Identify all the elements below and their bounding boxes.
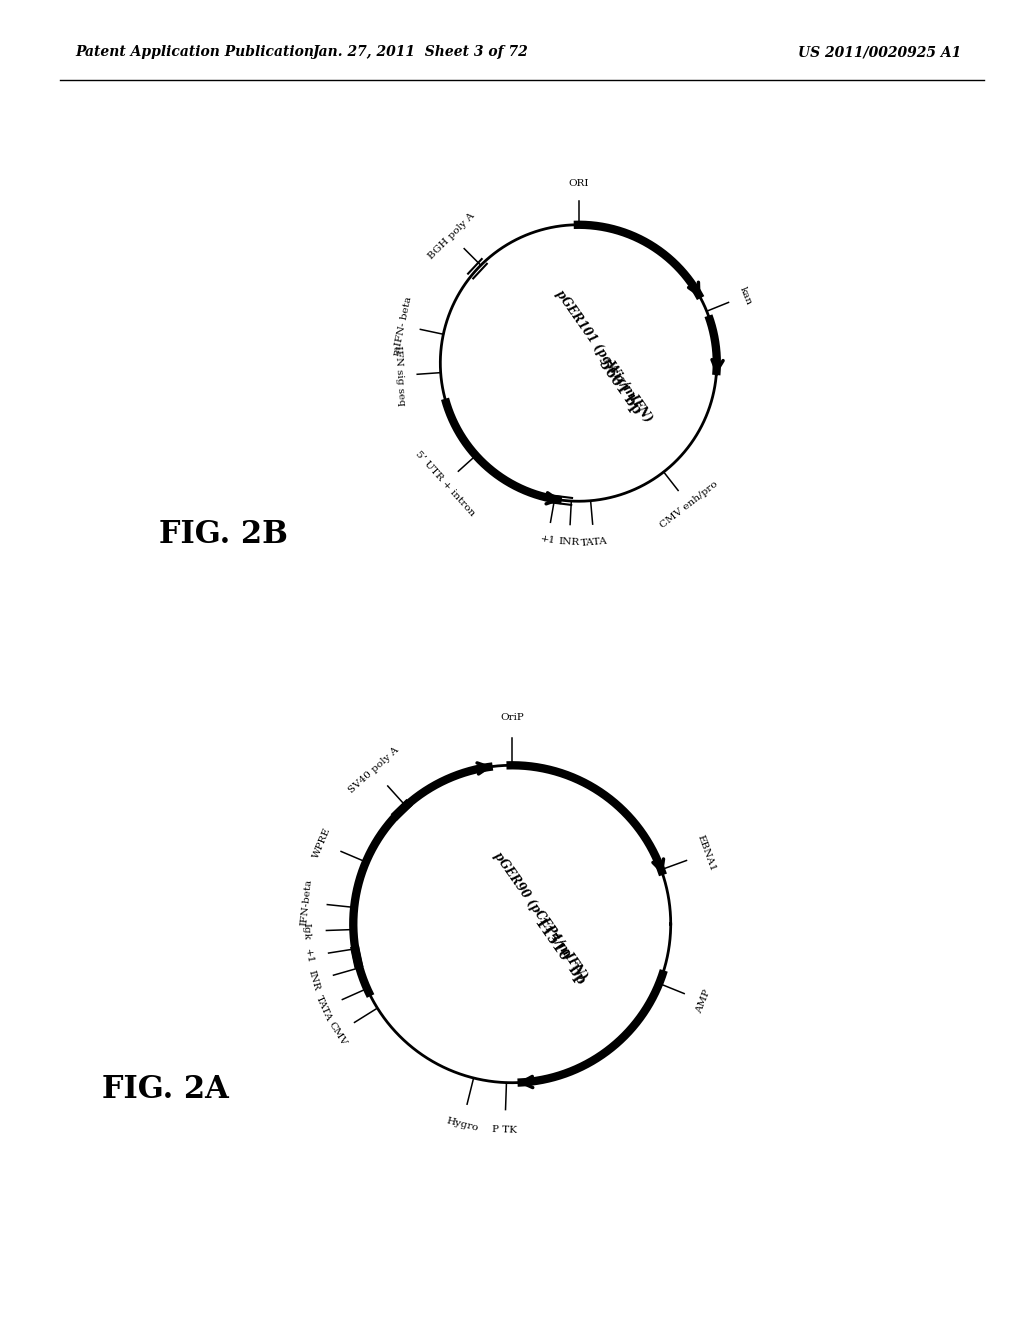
- Text: P TK: P TK: [493, 1125, 517, 1135]
- Text: FIG. 2B: FIG. 2B: [159, 519, 288, 550]
- Text: IFN-beta: IFN-beta: [300, 879, 313, 927]
- Text: Jan. 27, 2011  Sheet 3 of 72: Jan. 27, 2011 Sheet 3 of 72: [312, 45, 528, 59]
- Text: +1: +1: [539, 535, 556, 545]
- Text: FIG. 2A: FIG. 2A: [102, 1073, 229, 1105]
- Text: WPRE: WPRE: [311, 826, 333, 861]
- Text: 5’ UTR + intron: 5’ UTR + intron: [414, 449, 476, 517]
- Text: SV40 poly A: SV40 poly A: [347, 746, 400, 796]
- Text: TATA: TATA: [581, 536, 608, 548]
- Text: US 2011/0020925 A1: US 2011/0020925 A1: [799, 45, 962, 59]
- Text: pGER90 (pCEP4/mIFN): pGER90 (pCEP4/mIFN): [492, 850, 590, 982]
- Text: ORI: ORI: [568, 178, 589, 187]
- Text: Hygro: Hygro: [445, 1115, 479, 1133]
- Text: BGH poly A: BGH poly A: [427, 211, 476, 261]
- Text: pGER101 (pgWiz/mIFN): pGER101 (pgWiz/mIFN): [553, 288, 654, 425]
- Text: IFN sig seq: IFN sig seq: [392, 345, 406, 407]
- Text: OriP: OriP: [500, 713, 524, 722]
- Text: mIFN- beta: mIFN- beta: [392, 296, 414, 356]
- Text: CMV enh/pro: CMV enh/pro: [658, 479, 720, 529]
- Text: kan: kan: [737, 285, 753, 306]
- Text: AMP: AMP: [694, 987, 712, 1015]
- Text: INR: INR: [558, 537, 580, 548]
- Text: Patent Application Publication: Patent Application Publication: [75, 45, 314, 59]
- Text: TATA: TATA: [314, 994, 333, 1022]
- Text: INR: INR: [306, 970, 321, 993]
- Text: CMV: CMV: [327, 1020, 348, 1047]
- Text: +1: +1: [302, 948, 313, 965]
- Text: EBNA1: EBNA1: [695, 834, 717, 873]
- Text: 5601 bp: 5601 bp: [596, 356, 644, 416]
- Text: Igk: Igk: [301, 923, 310, 940]
- Text: 11510  bp: 11510 bp: [531, 915, 588, 987]
